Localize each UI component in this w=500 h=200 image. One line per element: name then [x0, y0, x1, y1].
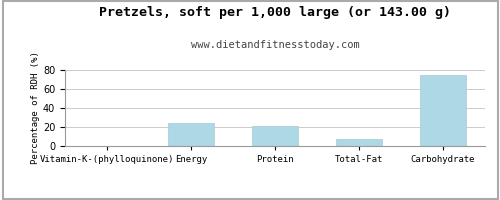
Bar — [168, 123, 214, 146]
Text: www.dietandfitnesstoday.com: www.dietandfitnesstoday.com — [190, 40, 360, 50]
Bar — [252, 126, 298, 146]
Bar — [336, 139, 382, 146]
Bar — [420, 75, 466, 146]
Y-axis label: Percentage of RDH (%): Percentage of RDH (%) — [31, 52, 40, 164]
Text: Pretzels, soft per 1,000 large (or 143.00 g): Pretzels, soft per 1,000 large (or 143.0… — [99, 6, 451, 19]
